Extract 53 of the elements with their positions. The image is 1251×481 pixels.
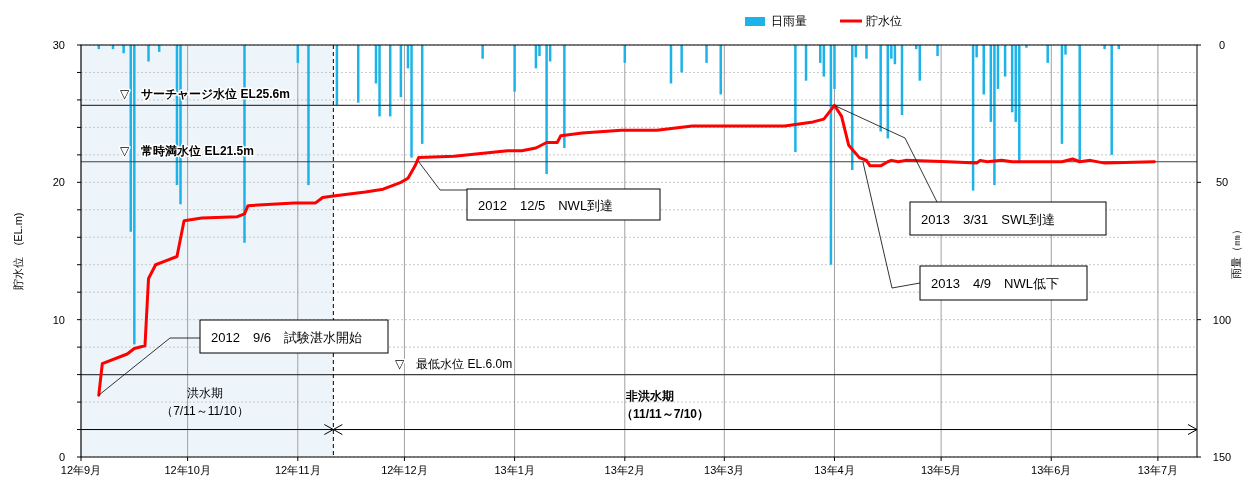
x-tick-label: 13年6月	[1031, 464, 1072, 476]
annotation: 2012 9/6 試験湛水開始	[211, 329, 362, 345]
bar	[1046, 45, 1049, 63]
ref-line-label: ▽ 最低水位 EL.6.0m	[395, 356, 513, 371]
bar	[133, 45, 136, 345]
bar	[1103, 45, 1106, 50]
annotation: 洪水期	[187, 386, 223, 400]
x-tick-label: 12年12月	[381, 464, 428, 476]
annotation: 2013 4/9 NWL低下	[931, 276, 1059, 291]
x-tick-label: 13年2月	[604, 464, 645, 476]
y-tick-label: 10	[52, 313, 65, 326]
annotation: 2012 12/5 NWL到達	[478, 197, 614, 213]
bar	[481, 45, 484, 59]
bar	[563, 45, 566, 148]
y2-tick-label: 100	[1212, 313, 1232, 326]
y2-tick-label: 0	[1218, 39, 1226, 51]
bar	[307, 45, 310, 186]
bar	[865, 45, 868, 59]
annotation: （11/11～7/10）	[620, 407, 710, 421]
x-tick-label: 13年5月	[920, 464, 962, 476]
y-tick-label: 30	[52, 39, 65, 51]
x-tick-label: 12年9月	[60, 464, 102, 476]
bar	[879, 45, 882, 132]
legend-label: 日雨量	[771, 14, 807, 28]
bar	[680, 45, 683, 73]
bar	[794, 45, 797, 153]
bar	[993, 45, 996, 186]
bar	[513, 45, 516, 92]
bar	[410, 45, 413, 158]
x-tick-label: 13年4月	[814, 464, 855, 476]
bar	[705, 45, 708, 63]
x-tick-label: 13年1月	[494, 464, 535, 476]
y-tick-label: 0	[58, 451, 65, 463]
y-axis-title: 貯水位 (EL.m)	[12, 212, 24, 290]
annotation: 非洪水期	[625, 389, 674, 403]
y2-tick-label: 150	[1212, 451, 1232, 463]
legend-label: 貯水位	[866, 14, 902, 28]
x-tick-label: 13年7月	[1137, 464, 1179, 476]
bar	[122, 45, 125, 54]
bar	[1110, 45, 1113, 155]
bar	[719, 45, 722, 95]
bar	[147, 45, 150, 62]
x-tick-label: 12年11月	[274, 464, 321, 476]
bar	[545, 45, 548, 175]
bar	[936, 45, 939, 56]
y2-tick-label: 50	[1215, 176, 1229, 189]
x-tick-label: 13年3月	[704, 464, 745, 476]
y-tick-label: 20	[52, 176, 65, 189]
annotation: （7/11～11/10）	[161, 404, 249, 418]
x-tick-label: 12年10月	[164, 464, 211, 476]
y2-axis-title: 雨量（㎜）	[1230, 223, 1242, 279]
bar	[378, 45, 381, 117]
annotation: 2013 3/31 SWL到達	[921, 211, 1056, 227]
